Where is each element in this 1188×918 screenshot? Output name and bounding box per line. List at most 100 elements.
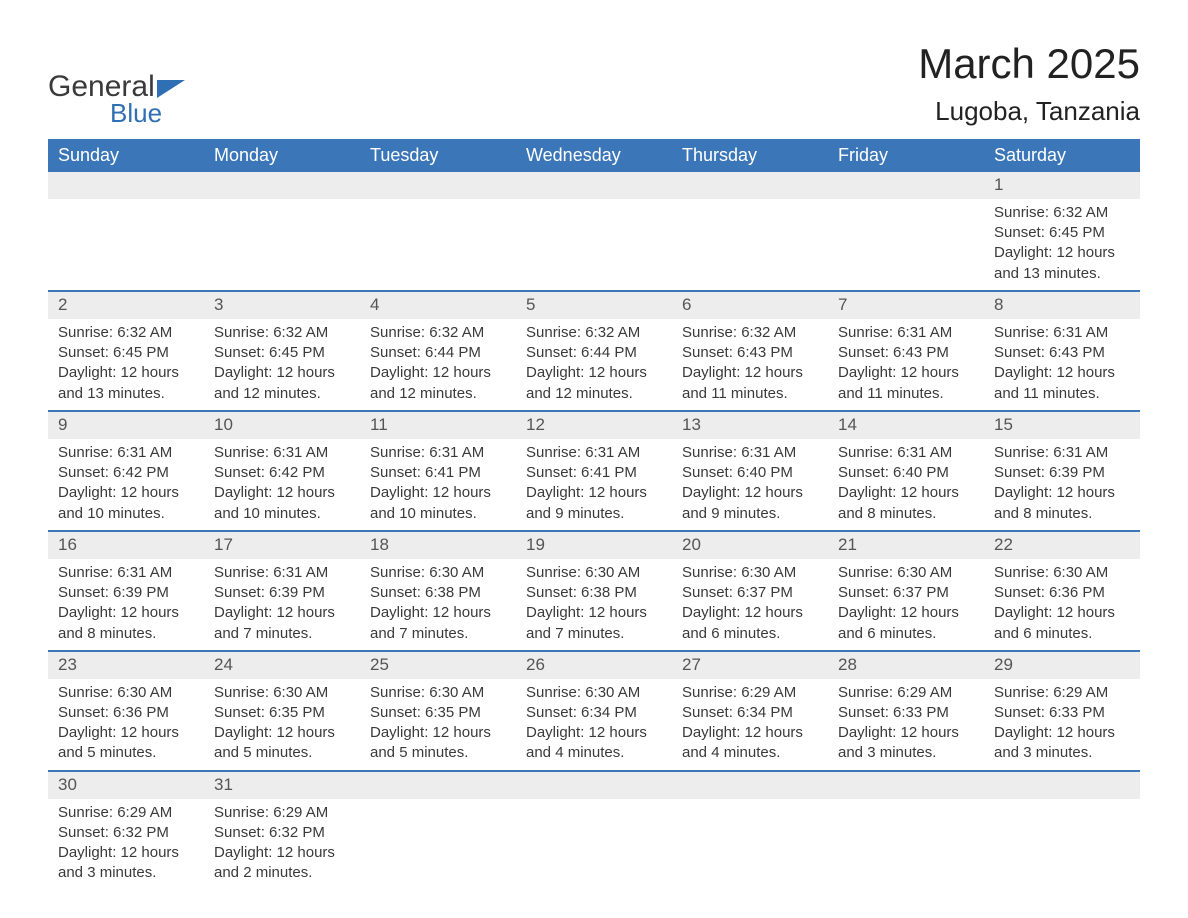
sunset-text: Sunset: 6:43 PM <box>682 343 818 363</box>
week-daynum-row: 3031 <box>48 771 1140 799</box>
day-data-cell: Sunrise: 6:31 AMSunset: 6:40 PMDaylight:… <box>828 439 984 531</box>
daylight-text: Daylight: 12 hours and 9 minutes. <box>526 483 662 524</box>
week-daynum-row: 1 <box>48 172 1140 199</box>
day-data-cell: Sunrise: 6:31 AMSunset: 6:42 PMDaylight:… <box>48 439 204 531</box>
daylight-text: Daylight: 12 hours and 5 minutes. <box>58 723 194 764</box>
day-number-cell: 9 <box>48 411 204 439</box>
day-number-cell: 8 <box>984 291 1140 319</box>
daylight-text: Daylight: 12 hours and 3 minutes. <box>58 843 194 884</box>
day-data-cell <box>360 199 516 291</box>
sunset-text: Sunset: 6:37 PM <box>838 583 974 603</box>
sunset-text: Sunset: 6:45 PM <box>214 343 350 363</box>
week-data-row: Sunrise: 6:30 AMSunset: 6:36 PMDaylight:… <box>48 679 1140 771</box>
day-number: 19 <box>526 535 545 554</box>
month-title: March 2025 <box>918 40 1140 88</box>
day-number: 30 <box>58 775 77 794</box>
daylight-text: Daylight: 12 hours and 9 minutes. <box>682 483 818 524</box>
sunset-text: Sunset: 6:42 PM <box>214 463 350 483</box>
day-number-cell: 24 <box>204 651 360 679</box>
sunrise-text: Sunrise: 6:29 AM <box>838 683 974 703</box>
day-data-cell: Sunrise: 6:30 AMSunset: 6:35 PMDaylight:… <box>360 679 516 771</box>
week-data-row: Sunrise: 6:29 AMSunset: 6:32 PMDaylight:… <box>48 799 1140 890</box>
day-number-cell: 4 <box>360 291 516 319</box>
daylight-text: Daylight: 12 hours and 3 minutes. <box>994 723 1130 764</box>
day-data-cell: Sunrise: 6:30 AMSunset: 6:38 PMDaylight:… <box>516 559 672 651</box>
sunset-text: Sunset: 6:39 PM <box>994 463 1130 483</box>
day-data-cell: Sunrise: 6:31 AMSunset: 6:43 PMDaylight:… <box>828 319 984 411</box>
sunrise-text: Sunrise: 6:29 AM <box>58 803 194 823</box>
daylight-text: Daylight: 12 hours and 13 minutes. <box>58 363 194 404</box>
day-number-cell <box>828 771 984 799</box>
sunset-text: Sunset: 6:40 PM <box>838 463 974 483</box>
day-data-cell: Sunrise: 6:29 AMSunset: 6:34 PMDaylight:… <box>672 679 828 771</box>
day-number-cell: 26 <box>516 651 672 679</box>
sunrise-text: Sunrise: 6:31 AM <box>994 323 1130 343</box>
day-number: 16 <box>58 535 77 554</box>
sunset-text: Sunset: 6:38 PM <box>526 583 662 603</box>
day-number-cell <box>672 771 828 799</box>
day-number: 28 <box>838 655 857 674</box>
sunset-text: Sunset: 6:45 PM <box>994 223 1130 243</box>
dayheader-wed: Wednesday <box>516 139 672 172</box>
day-data-cell: Sunrise: 6:30 AMSunset: 6:37 PMDaylight:… <box>828 559 984 651</box>
daylight-text: Daylight: 12 hours and 12 minutes. <box>214 363 350 404</box>
day-number: 13 <box>682 415 701 434</box>
day-number-cell: 3 <box>204 291 360 319</box>
day-number: 2 <box>58 295 67 314</box>
day-number-cell: 28 <box>828 651 984 679</box>
day-data-cell <box>672 799 828 890</box>
sunrise-text: Sunrise: 6:30 AM <box>370 683 506 703</box>
day-data-cell <box>360 799 516 890</box>
day-number-cell: 25 <box>360 651 516 679</box>
day-number-cell <box>516 771 672 799</box>
day-number-cell <box>360 172 516 199</box>
week-data-row: Sunrise: 6:31 AMSunset: 6:42 PMDaylight:… <box>48 439 1140 531</box>
daylight-text: Daylight: 12 hours and 8 minutes. <box>838 483 974 524</box>
sunset-text: Sunset: 6:39 PM <box>58 583 194 603</box>
day-data-cell: Sunrise: 6:31 AMSunset: 6:39 PMDaylight:… <box>48 559 204 651</box>
day-number-cell: 14 <box>828 411 984 439</box>
sunset-text: Sunset: 6:34 PM <box>526 703 662 723</box>
sunset-text: Sunset: 6:33 PM <box>994 703 1130 723</box>
day-data-cell: Sunrise: 6:32 AMSunset: 6:45 PMDaylight:… <box>48 319 204 411</box>
sunset-text: Sunset: 6:34 PM <box>682 703 818 723</box>
sunrise-text: Sunrise: 6:32 AM <box>370 323 506 343</box>
day-number: 8 <box>994 295 1003 314</box>
day-number-cell: 12 <box>516 411 672 439</box>
day-number: 26 <box>526 655 545 674</box>
day-number-cell: 20 <box>672 531 828 559</box>
sunrise-text: Sunrise: 6:31 AM <box>682 443 818 463</box>
sunrise-text: Sunrise: 6:31 AM <box>838 323 974 343</box>
week-daynum-row: 2345678 <box>48 291 1140 319</box>
sunrise-text: Sunrise: 6:30 AM <box>682 563 818 583</box>
day-number-cell: 18 <box>360 531 516 559</box>
day-data-cell: Sunrise: 6:30 AMSunset: 6:36 PMDaylight:… <box>48 679 204 771</box>
day-data-cell: Sunrise: 6:31 AMSunset: 6:40 PMDaylight:… <box>672 439 828 531</box>
day-data-cell <box>984 799 1140 890</box>
logo-triangle-icon <box>157 80 185 98</box>
day-number-cell: 29 <box>984 651 1140 679</box>
day-number-cell <box>984 771 1140 799</box>
daylight-text: Daylight: 12 hours and 13 minutes. <box>994 243 1130 284</box>
dayheader-sat: Saturday <box>984 139 1140 172</box>
day-number-cell: 7 <box>828 291 984 319</box>
daylight-text: Daylight: 12 hours and 12 minutes. <box>370 363 506 404</box>
sunset-text: Sunset: 6:32 PM <box>58 823 194 843</box>
day-data-cell <box>672 199 828 291</box>
sunrise-text: Sunrise: 6:32 AM <box>682 323 818 343</box>
sunrise-text: Sunrise: 6:31 AM <box>214 443 350 463</box>
sunrise-text: Sunrise: 6:31 AM <box>526 443 662 463</box>
calendar-table: Sunday Monday Tuesday Wednesday Thursday… <box>48 139 1140 890</box>
sunset-text: Sunset: 6:45 PM <box>58 343 194 363</box>
sunset-text: Sunset: 6:41 PM <box>370 463 506 483</box>
day-number: 24 <box>214 655 233 674</box>
day-data-cell <box>828 799 984 890</box>
sunrise-text: Sunrise: 6:29 AM <box>994 683 1130 703</box>
sunset-text: Sunset: 6:33 PM <box>838 703 974 723</box>
sunset-text: Sunset: 6:44 PM <box>370 343 506 363</box>
day-data-cell: Sunrise: 6:30 AMSunset: 6:36 PMDaylight:… <box>984 559 1140 651</box>
day-number: 23 <box>58 655 77 674</box>
sunset-text: Sunset: 6:36 PM <box>994 583 1130 603</box>
header-block: General Blue March 2025 Lugoba, Tanzania <box>48 40 1140 129</box>
sunrise-text: Sunrise: 6:30 AM <box>58 683 194 703</box>
